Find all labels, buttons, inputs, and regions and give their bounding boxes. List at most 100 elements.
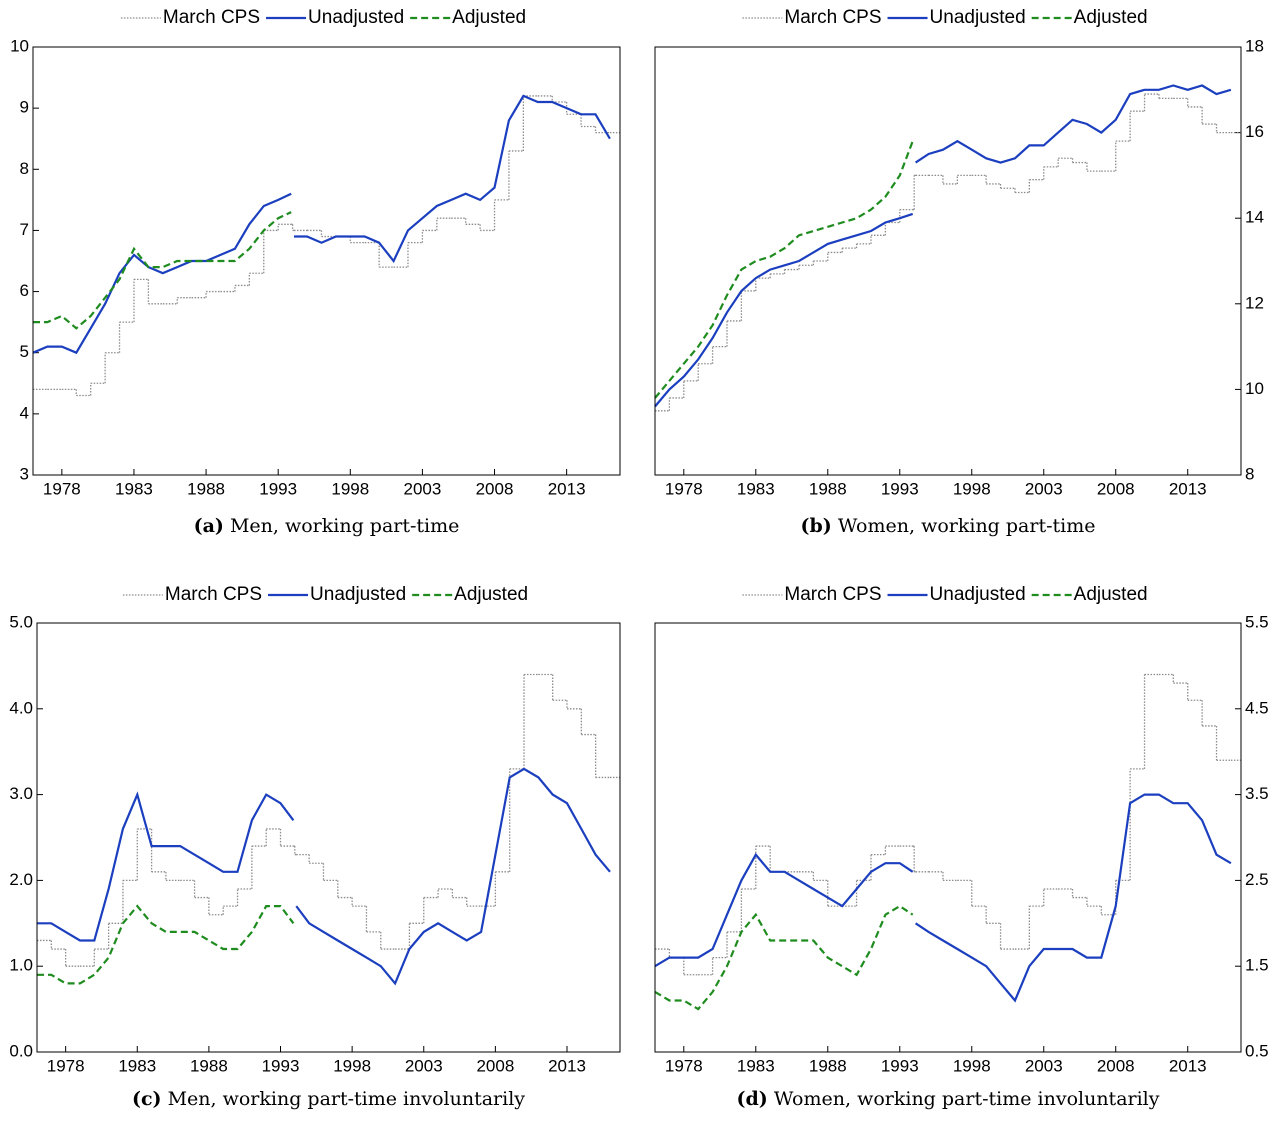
x-tick-label: 1983	[737, 1056, 775, 1075]
series-line	[37, 767, 611, 986]
y-tick-label: 0.5	[1245, 1041, 1269, 1060]
x-tick-label: 2013	[1169, 479, 1207, 498]
plot-frame	[36, 622, 621, 1053]
plot-frame	[654, 622, 1242, 1053]
y-tick-label: 0.0	[9, 1041, 33, 1060]
x-tick-label: 2013	[1169, 1056, 1207, 1075]
x-tick-label: 2008	[1097, 479, 1135, 498]
legend-label: March CPS	[163, 7, 260, 28]
x-tick-label: 1998	[953, 1056, 991, 1075]
caption-label: (d)	[737, 1088, 768, 1110]
x-tick-label: 1978	[665, 479, 703, 498]
caption-text: Men, working part-time involuntarily	[168, 1088, 526, 1110]
y-tick-label: 8	[1245, 464, 1254, 483]
y-tick-label: 1.0	[9, 956, 33, 975]
y-tick-label: 4.0	[9, 698, 33, 717]
legend-label: March CPS	[784, 7, 881, 28]
x-tick-label: 2008	[476, 479, 514, 498]
legend: March CPS Unadjusted Adjusted	[742, 7, 1148, 28]
series-line	[654, 904, 914, 1011]
x-tick-label: 1998	[331, 479, 369, 498]
series-line	[37, 904, 295, 985]
y-tick-label: 12	[1245, 293, 1264, 312]
legend-label: Adjusted	[1074, 584, 1148, 605]
y-tick-label: 4.5	[1245, 698, 1269, 717]
y-tick-label: 3.5	[1245, 784, 1269, 803]
x-tick-label: 1998	[333, 1056, 371, 1075]
legend: March CPS Unadjusted Adjusted	[122, 584, 528, 605]
caption-label: (b)	[801, 515, 832, 537]
series-line	[32, 94, 611, 355]
x-tick-label: 2008	[476, 1056, 514, 1075]
caption-label: (a)	[194, 515, 224, 537]
caption-text: Women, working part-time	[838, 515, 1096, 537]
legend-label: Unadjusted	[930, 584, 1026, 605]
legend: March CPS Unadjusted Adjusted	[742, 584, 1148, 605]
x-tick-label: 1988	[809, 1056, 847, 1075]
x-tick-label: 1988	[809, 479, 847, 498]
plot-frame	[654, 46, 1242, 476]
caption: (c) Men, working part-time involuntarily	[132, 1088, 525, 1110]
y-tick-label: 5.5	[1245, 612, 1269, 631]
legend: March CPS Unadjusted Adjusted	[120, 7, 526, 28]
legend-label: Adjusted	[452, 7, 526, 28]
legend-label: Unadjusted	[930, 7, 1026, 28]
y-tick-label: 6	[20, 281, 29, 300]
y-tick-label: 10	[10, 36, 29, 55]
x-tick-label: 1988	[190, 1056, 228, 1075]
x-tick-label: 1983	[118, 1056, 156, 1075]
y-tick-label: 18	[1245, 36, 1264, 55]
x-tick-label: 1978	[43, 479, 81, 498]
x-tick-label: 1988	[187, 479, 225, 498]
y-tick-label: 16	[1245, 122, 1264, 141]
caption: (d) Women, working part-time involuntari…	[737, 1088, 1160, 1110]
caption-text: Men, working part-time	[230, 515, 459, 537]
panel: 3 4 5 6 7 8 9 10 1978 1983 1988 1993 1998 2003 2008 201…	[10, 7, 621, 537]
x-tick-label: 1983	[115, 479, 153, 498]
y-tick-label: 4	[20, 403, 29, 422]
x-tick-label: 1978	[665, 1056, 703, 1075]
y-tick-label: 2.5	[1245, 870, 1269, 889]
legend-label: March CPS	[784, 584, 881, 605]
x-tick-label: 2008	[1097, 1056, 1135, 1075]
caption: (a) Men, working part-time	[194, 515, 460, 537]
series-line	[654, 84, 1232, 408]
legend-label: March CPS	[165, 584, 262, 605]
y-tick-label: 8	[20, 159, 29, 178]
y-tick-label: 3	[20, 464, 29, 483]
x-tick-label: 2003	[1025, 479, 1063, 498]
y-tick-label: 14	[1245, 208, 1264, 227]
plot-frame	[32, 46, 621, 476]
panel: 8 10 12 14 16 18 1978 1983 1988 1993 1998 2003 2008 2…	[654, 7, 1264, 537]
x-tick-label: 1993	[881, 1056, 919, 1075]
x-tick-label: 1993	[262, 1056, 300, 1075]
y-tick-label: 1.5	[1245, 956, 1269, 975]
legend-label: Unadjusted	[308, 7, 404, 28]
panel: 0.5 1.5 2.5 3.5 4.5 5.5 1978 1983 1988 1993 1998 20…	[654, 584, 1269, 1110]
x-tick-label: 1998	[953, 479, 991, 498]
y-tick-label: 2.0	[9, 870, 33, 889]
x-tick-label: 1983	[737, 479, 775, 498]
panel: 0.0 1.0 2.0 3.0 4.0 5.0 1978 1983 1988 1993 1998 20…	[9, 584, 621, 1110]
legend-label: Adjusted	[1074, 7, 1148, 28]
x-tick-label: 1978	[47, 1056, 85, 1075]
x-tick-label: 2003	[405, 1056, 443, 1075]
series-line	[654, 140, 914, 399]
x-tick-label: 2013	[548, 479, 586, 498]
y-tick-label: 9	[20, 98, 29, 117]
x-tick-label: 1993	[259, 479, 297, 498]
y-tick-label: 10	[1245, 379, 1264, 398]
caption-label: (c)	[132, 1088, 162, 1110]
y-tick-label: 5.0	[9, 612, 33, 631]
y-tick-label: 7	[20, 220, 29, 239]
series-line	[654, 793, 1232, 1003]
legend-label: Adjusted	[454, 584, 528, 605]
y-tick-label: 5	[20, 342, 29, 361]
series-line	[33, 211, 292, 330]
x-tick-label: 2013	[548, 1056, 586, 1075]
x-tick-label: 2003	[1025, 1056, 1063, 1075]
caption-text: Women, working part-time involuntarily	[774, 1088, 1160, 1110]
x-tick-label: 1993	[881, 479, 919, 498]
